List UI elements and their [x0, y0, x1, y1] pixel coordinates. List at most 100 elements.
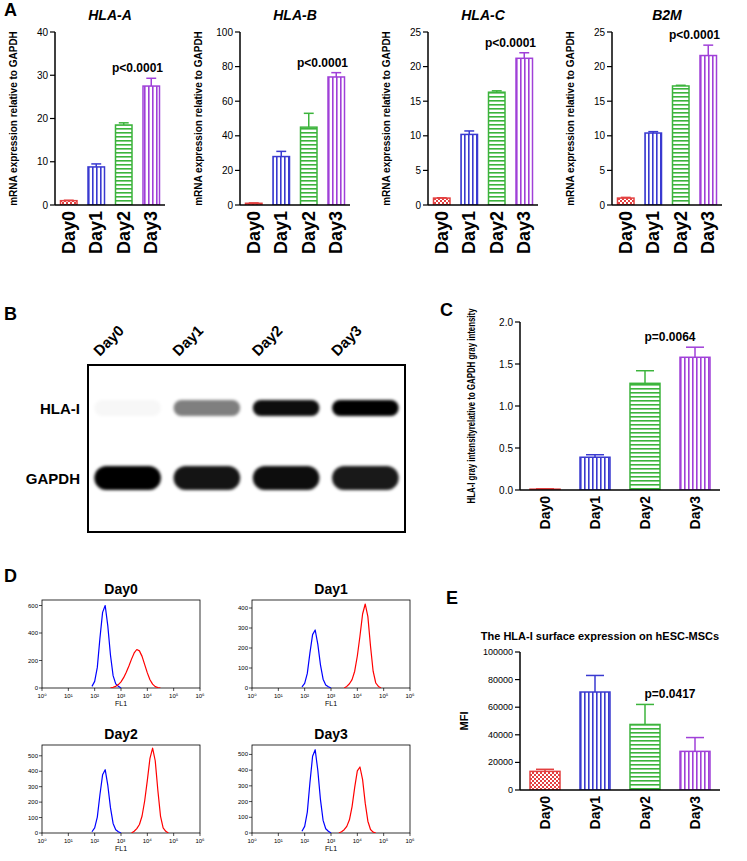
error-cap — [519, 52, 529, 54]
bar — [618, 198, 635, 205]
y-tick-label: 15 — [594, 96, 606, 107]
category-label: Day0 — [59, 211, 79, 254]
y-tick-label: 25 — [594, 27, 606, 38]
y-tick-label: 100 — [216, 27, 233, 38]
bar — [116, 125, 133, 205]
category-label: Day2 — [487, 211, 507, 254]
chart-title: HLA-A — [88, 7, 132, 23]
x-tick — [200, 688, 201, 691]
bar — [680, 751, 710, 790]
category-label: Day0 — [537, 496, 553, 530]
error-bar — [586, 455, 604, 458]
category-label: Day3 — [326, 211, 346, 254]
error-bar — [119, 123, 129, 125]
error-cap — [676, 85, 686, 87]
y-tick-label: 20 — [410, 61, 422, 72]
y-tick — [249, 628, 252, 629]
y-tick — [423, 204, 428, 205]
bar — [88, 167, 105, 205]
error-bar — [492, 91, 502, 92]
histogram-curve — [110, 650, 160, 689]
y-tick-label: 5 — [415, 165, 421, 176]
chart-title: Day2 — [104, 726, 138, 742]
chart-title: Day0 — [104, 581, 138, 597]
histogram-curve — [339, 767, 376, 833]
x-tick — [173, 688, 174, 691]
error-line — [708, 45, 710, 55]
y-tick — [249, 785, 252, 786]
x-tick-label: 10⁰ — [37, 838, 47, 844]
annotation: p<0.0001 — [485, 36, 536, 50]
category-label: Day1 — [643, 211, 663, 254]
y-tick — [50, 204, 55, 205]
y-tick — [515, 762, 520, 763]
x-tick — [357, 688, 358, 691]
row-label: HLA-I — [40, 400, 80, 417]
error-bar — [64, 200, 74, 201]
error-cap — [304, 113, 314, 115]
x-tick-label: 10⁵ — [169, 838, 179, 844]
annotation: p=0.0064 — [644, 330, 695, 344]
error-cap — [331, 72, 341, 74]
y-tick-label: 0 — [42, 200, 48, 211]
x-axis — [520, 489, 720, 491]
bar-chart: 0510152025Day0Day1Day2Day3B2MmRNA expres… — [565, 7, 722, 254]
bars — [618, 45, 717, 205]
x-tick-label: 10² — [90, 838, 99, 844]
y-tick — [607, 31, 612, 32]
histogram-curve — [132, 748, 169, 833]
y-tick — [423, 31, 428, 32]
y-tick-label: 40000 — [488, 730, 513, 740]
error-line — [151, 78, 153, 86]
lane-label: Day2 — [248, 322, 285, 359]
y-tick-label: 0.0 — [499, 485, 513, 496]
x-tick-label: 10⁶ — [195, 838, 205, 844]
error-bar — [437, 197, 447, 198]
error-cap — [686, 346, 704, 348]
x-tick-label: 10⁵ — [169, 693, 179, 699]
x-tick — [94, 833, 95, 836]
error-bar — [621, 197, 631, 199]
histogram-curve — [92, 770, 121, 833]
y-tick — [249, 817, 252, 818]
y-tick-label: 600 — [28, 603, 39, 609]
y-tick — [515, 789, 520, 790]
error-cap — [648, 131, 658, 133]
error-cap — [91, 163, 101, 165]
annotation: p<0.0001 — [669, 28, 720, 42]
x-tick — [278, 833, 279, 836]
histogram-chart: 10⁰10¹10²10³10⁴10⁵10⁶0100200300400500Day… — [28, 726, 205, 852]
y-tick — [515, 679, 520, 680]
plot-frame — [252, 600, 410, 688]
x-tick — [252, 688, 253, 691]
y-tick — [515, 321, 520, 322]
histogram-chart: 10⁰10¹10²10³10⁴10⁵10⁶0100200300400Day1FL… — [238, 581, 415, 707]
histogram-curve — [302, 630, 331, 688]
y-tick — [515, 651, 520, 652]
x-axis-label: FL1 — [115, 845, 127, 852]
y-tick — [249, 801, 252, 802]
y-tick — [235, 101, 240, 102]
bar-chart: 020000400006000080000100000Day0Day1Day2D… — [458, 630, 720, 829]
band — [253, 466, 320, 490]
category-label: Day2 — [637, 796, 653, 830]
x-tick — [42, 688, 43, 691]
error-cap — [703, 44, 713, 46]
bar — [580, 692, 610, 790]
error-bar — [304, 113, 314, 127]
x-tick-label: 10⁵ — [379, 838, 389, 844]
x-tick — [331, 688, 332, 691]
error-cap — [146, 78, 156, 80]
y-tick — [50, 118, 55, 119]
category-label: Day0 — [537, 796, 553, 830]
x-tick-label: 10⁰ — [247, 838, 257, 844]
y-tick-label: 500 — [238, 751, 249, 757]
x-axis — [612, 204, 722, 206]
y-tick — [607, 204, 612, 205]
row-label: GAPDH — [26, 470, 80, 487]
error-bar — [586, 675, 604, 692]
y-tick — [50, 161, 55, 162]
y-tick — [249, 668, 252, 669]
error-line — [281, 151, 283, 156]
bar — [680, 357, 710, 490]
